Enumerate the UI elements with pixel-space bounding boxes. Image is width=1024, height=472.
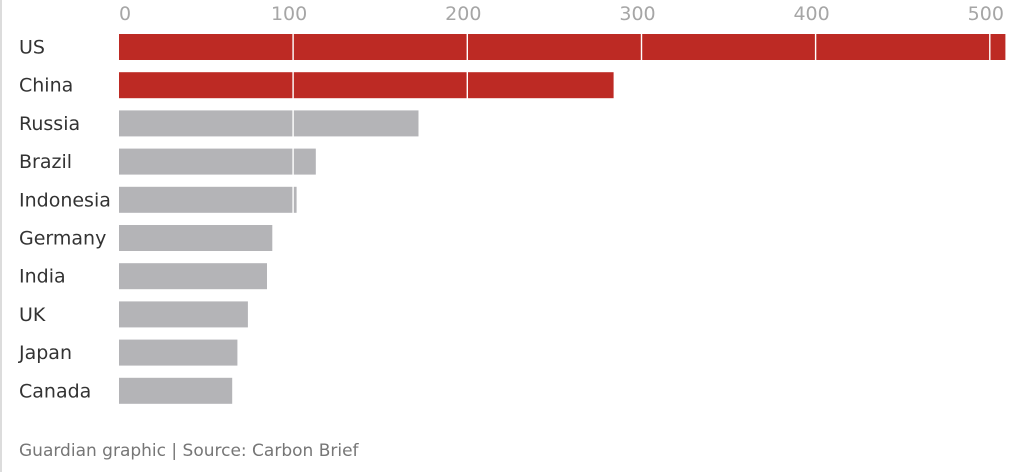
bar-brazil bbox=[119, 148, 316, 175]
category-label-uk: UK bbox=[19, 304, 46, 326]
category-label-brazil: Brazil bbox=[19, 151, 72, 173]
category-label-china: China bbox=[19, 75, 73, 97]
tick-label-500: 500 bbox=[968, 3, 1004, 25]
category-label-indonesia: Indonesia bbox=[19, 189, 111, 211]
category-label-germany: Germany bbox=[19, 228, 106, 250]
category-label-japan: Japan bbox=[18, 342, 72, 364]
bar-japan bbox=[119, 339, 238, 366]
bar-germany bbox=[119, 225, 273, 251]
bar-india bbox=[119, 263, 267, 290]
bar-indonesia bbox=[119, 186, 297, 213]
left-border-rule bbox=[0, 0, 2, 472]
tick-label-400: 400 bbox=[793, 3, 829, 25]
category-label-russia: Russia bbox=[19, 113, 80, 135]
tick-label-100: 100 bbox=[271, 3, 307, 25]
bar-russia bbox=[119, 110, 419, 137]
category-label-canada: Canada bbox=[19, 380, 91, 402]
tick-label-300: 300 bbox=[619, 3, 655, 25]
tick-label-200: 200 bbox=[445, 3, 481, 25]
category-label-india: India bbox=[19, 266, 66, 288]
bar-canada bbox=[119, 377, 233, 404]
source-note: Guardian graphic | Source: Carbon Brief bbox=[19, 441, 359, 461]
bar-china bbox=[119, 72, 614, 99]
tick-label-0: 0 bbox=[119, 3, 131, 25]
category-label-us: US bbox=[19, 37, 45, 59]
bar-us bbox=[119, 34, 1006, 60]
bar-uk bbox=[119, 301, 248, 328]
